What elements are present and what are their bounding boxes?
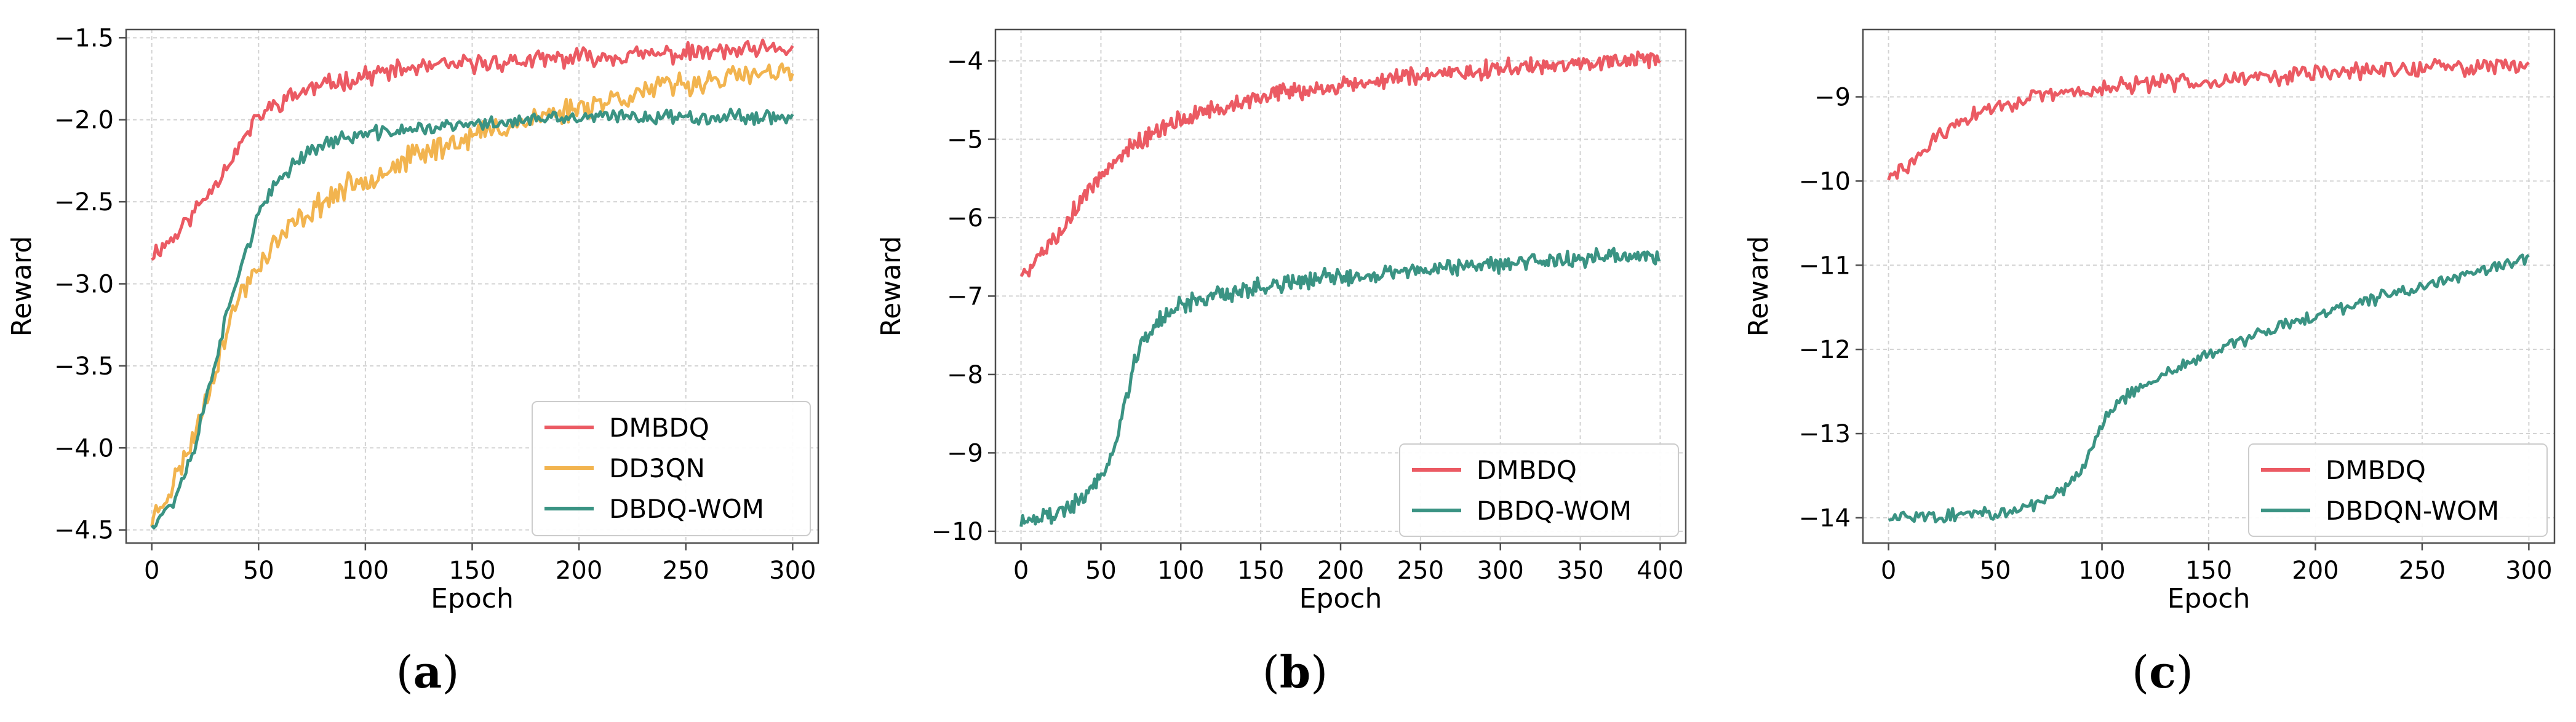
legend-label: DMBDQ [609, 413, 709, 443]
x-tick-label: 50 [1980, 557, 2011, 585]
x-tick-label: 0 [1881, 557, 1896, 585]
y-tick-label: −4 [947, 47, 983, 76]
y-tick-label: −1.5 [54, 24, 114, 52]
x-tick-label: 0 [1013, 557, 1029, 585]
x-tick-label: 400 [1637, 557, 1683, 585]
y-tick-label: −4.5 [54, 517, 114, 545]
series-line-dbdqn-wom [1888, 253, 2530, 524]
y-tick-label: −3.5 [54, 352, 114, 381]
x-tick-label: 0 [144, 557, 159, 585]
chart-b: 0 50 100 150 200 250 300 350 400 −10 −9 −8 −7 −6 −5 −4 E… [875, 28, 1687, 698]
legend: DMBDQ DBDQ-WOM [1399, 443, 1679, 537]
x-tick-label: 250 [1397, 557, 1444, 585]
x-tick-label: 100 [342, 557, 389, 585]
x-tick-label: 200 [1317, 557, 1364, 585]
x-tick-label: 150 [449, 557, 495, 585]
x-axis-title: Epoch [431, 583, 514, 614]
panel-caption: (b) [1262, 646, 1328, 698]
x-tick-label: 50 [243, 557, 274, 585]
x-tick-label: 100 [1157, 557, 1204, 585]
panel-caption-letter: b [1280, 646, 1310, 698]
x-tick-label: 300 [1477, 557, 1524, 585]
x-tick-label: 250 [2399, 557, 2446, 585]
panel-caption: (c) [2132, 646, 2193, 698]
x-tick-label: 300 [769, 557, 816, 585]
legend: DMBDQ DD3QN DBDQ-WOM [532, 401, 811, 536]
x-tick-label: 350 [1557, 557, 1603, 585]
y-tick-label: −8 [947, 361, 983, 389]
y-tick-label: −4.0 [54, 434, 114, 462]
chart-a: 0 50 100 150 200 250 300 −4.5 −4.0 −3.5 −3.0 −2.5 −2… [6, 24, 819, 698]
y-tick-label: −2.5 [54, 188, 114, 216]
y-tick-label: −13 [1799, 420, 1851, 448]
panel-caption-letter: a [413, 646, 442, 698]
y-axis-title: Reward [6, 236, 38, 337]
y-tick-label: −9 [1814, 84, 1851, 112]
legend-label: DBDQN-WOM [2326, 496, 2499, 526]
legend-box [532, 401, 811, 536]
y-tick-label: −6 [947, 204, 983, 232]
y-axis-title: Reward [875, 236, 907, 337]
x-tick-label: 250 [663, 557, 709, 585]
y-tick-label: −12 [1799, 336, 1851, 364]
y-tick-label: −14 [1799, 504, 1851, 533]
x-axis-title: Epoch [1299, 583, 1382, 614]
x-tick-label: 150 [2185, 557, 2232, 585]
panel-caption: (a) [396, 646, 460, 698]
legend: DMBDQ DBDQN-WOM [2248, 443, 2548, 537]
legend-label: DMBDQ [2326, 455, 2426, 485]
x-tick-label: 150 [1237, 557, 1284, 585]
y-tick-label: −2.0 [54, 106, 114, 135]
legend-box [1399, 443, 1679, 537]
x-tick-label: 50 [1085, 557, 1117, 585]
series-line-dmbdq [1887, 57, 2530, 181]
x-tick-label: 100 [2078, 557, 2125, 585]
x-tick-label: 200 [556, 557, 602, 585]
legend-box [2248, 443, 2548, 537]
series-line-dbdq-wom [150, 108, 794, 530]
y-tick-label: −10 [931, 518, 983, 546]
y-tick-label: −5 [947, 125, 983, 154]
y-tick-label: −3.0 [54, 270, 114, 298]
series-line-dmbdq [1019, 50, 1662, 278]
x-tick-label: 300 [2505, 557, 2552, 585]
y-tick-label: −7 [947, 282, 983, 311]
legend-label: DD3QN [609, 453, 705, 483]
series-line-dd3qn [150, 62, 794, 527]
y-tick-label: −11 [1799, 252, 1851, 280]
chart-c: 0 50 100 150 200 250 300 −14 −13 −12 −11 −10 −9 Epoch… [1743, 28, 2556, 698]
x-tick-label: 200 [2292, 557, 2339, 585]
x-axis-title: Epoch [2167, 583, 2251, 614]
legend-label: DBDQ-WOM [609, 494, 764, 524]
series-line-dbdq-wom [1019, 247, 1661, 527]
y-tick-label: −9 [947, 439, 983, 467]
panel-caption-letter: c [2149, 646, 2176, 698]
legend-label: DMBDQ [1477, 455, 1577, 485]
y-tick-label: −10 [1799, 167, 1851, 196]
y-axis-title: Reward [1743, 236, 1774, 337]
legend-label: DBDQ-WOM [1477, 496, 1632, 526]
series-line-dmbdq [151, 38, 794, 261]
